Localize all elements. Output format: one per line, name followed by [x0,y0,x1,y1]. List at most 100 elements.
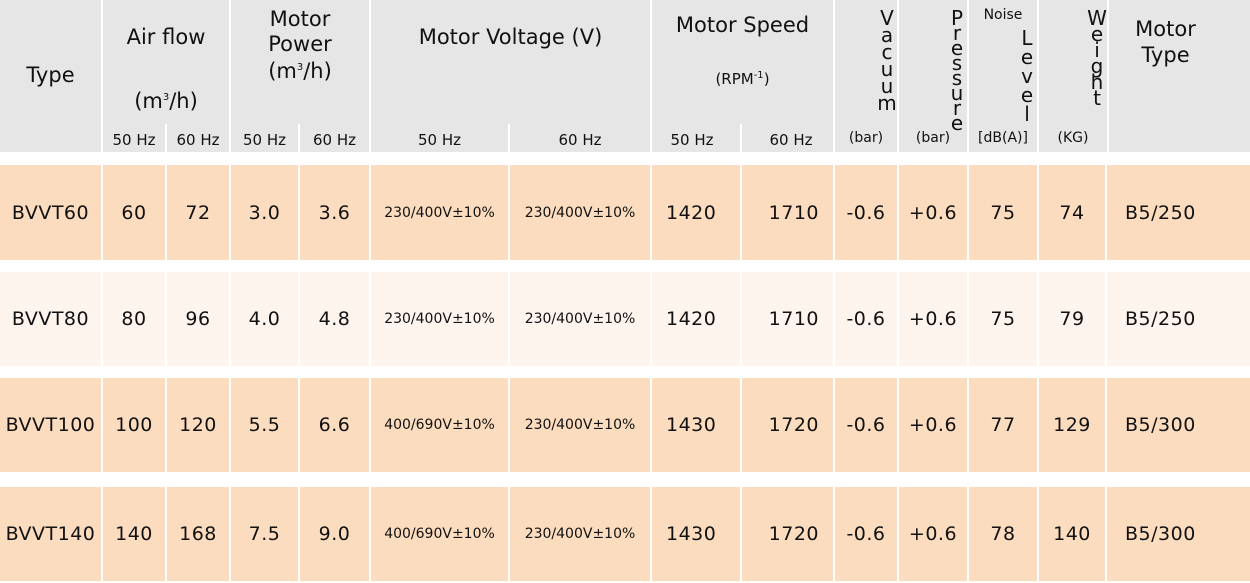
cell-vacuum: -0.6 [835,165,897,260]
table-row: BVVT80 80 96 4.0 4.8 230/400V±10% 230/400V±10%… [0,272,1250,366]
cell-pow60: 9.0 [300,487,369,581]
cell-pow60: 3.6 [300,165,369,260]
cell-pressure: +0.6 [899,165,967,260]
weight-unit: (KG) [1057,129,1089,146]
unit-post: /h) [169,89,198,113]
cell-spd50: 1430 [652,378,740,472]
cell-noise: 78 [969,487,1037,581]
sub-50hz: 50 Hz [417,130,461,149]
cell-volt60: 230/400V±10% [510,165,650,260]
cell-spd50: 1420 [652,272,740,366]
sub-50hz: 50 Hz [112,130,156,149]
cell-weight: 129 [1039,378,1105,472]
unit-sup: 3 [296,62,304,73]
cell-noise: 75 [969,272,1037,366]
air-flow-unit: (m3/h) [103,89,229,113]
cell-type: BVVT140 [0,487,101,581]
cell-volt50: 230/400V±10% [371,165,508,260]
sub-50hz: 50 Hz [242,130,286,149]
cell-weight: 79 [1039,272,1105,366]
pressure-unit: (bar) [915,129,951,146]
cell-vacuum: -0.6 [835,272,897,366]
header-motor-speed: Motor Speed (RPM-1) 50 Hz 60 Hz [652,0,833,152]
cell-air60: 120 [167,378,229,472]
unit-pre: (m [268,59,297,83]
header-weight: Weight (KG) [1039,0,1109,152]
header-motor-power: Motor Power (m3/h) 50 Hz 60 Hz [231,0,369,152]
cell-air50: 60 [103,165,165,260]
cell-spd60: 1710 [742,272,833,366]
cell-air50: 100 [103,378,165,472]
sub-60hz: 60 Hz [558,130,602,149]
header-noise-level: Noise Level [dB(A)] [969,0,1039,152]
motor-power-line1: Motor [269,7,331,31]
motor-voltage-label: Motor Voltage (V) [418,25,603,49]
cell-type: BVVT100 [0,378,101,472]
header-motor-voltage: Motor Voltage (V) 50 Hz 60 Hz [371,0,650,152]
cell-pressure: +0.6 [899,378,967,472]
cell-volt60: 230/400V±10% [510,378,650,472]
cell-air60: 168 [167,487,229,581]
sub-60hz: 60 Hz [312,130,356,149]
header-vacuum: Vacuum (bar) [835,0,899,152]
sub-60hz: 60 Hz [176,130,220,149]
divider [740,124,742,152]
unit-sup: -1 [753,70,764,81]
motor-power-unit: (m3/h) [231,59,369,83]
noise-label: Noise [983,7,1023,23]
noise-unit: [dB(A)] [978,129,1028,146]
cell-motor: B5/300 [1107,378,1250,472]
cell-vacuum: -0.6 [835,487,897,581]
cell-air50: 80 [103,272,165,366]
motor-speed-unit: (RPM-1) [652,70,833,88]
table-row: BVVT140 140 168 7.5 9.0 400/690V±10% 230/400V±… [0,487,1250,581]
cell-noise: 75 [969,165,1037,260]
cell-type: BVVT80 [0,272,101,366]
motor-type-line1: Motor [1135,17,1196,41]
header-pressure: Pressure (bar) [899,0,969,152]
unit-post: ) [763,70,770,88]
sub-60hz: 60 Hz [769,130,813,149]
cell-spd60: 1710 [742,165,833,260]
sub-50hz: 50 Hz [670,130,714,149]
cell-volt60: 230/400V±10% [510,272,650,366]
cell-motor: B5/300 [1107,487,1250,581]
pressure-label: Pressure [945,6,969,126]
motor-power-line2: Power [268,32,332,56]
header-type-label: Type [26,63,75,87]
header-air-flow: Air flow (m3/h) 50 Hz 60 Hz [103,0,229,152]
cell-volt50: 400/690V±10% [371,487,508,581]
cell-volt50: 400/690V±10% [371,378,508,472]
table-row: BVVT60 60 72 3.0 3.6 230/400V±10% 230/400V±10%… [0,165,1250,260]
weight-label: Weight [1085,6,1109,102]
cell-motor: B5/250 [1107,165,1250,260]
cell-pow50: 4.0 [231,272,298,366]
cell-spd50: 1420 [652,165,740,260]
motor-type-line2: Type [1141,43,1190,67]
cell-type: BVVT60 [0,165,101,260]
unit-pre: (m [134,89,163,113]
cell-vacuum: -0.6 [835,378,897,472]
cell-air60: 96 [167,272,229,366]
unit-post: /h) [303,59,332,83]
cell-pow50: 3.0 [231,165,298,260]
vacuum-unit: (bar) [848,129,884,146]
cell-pow60: 6.6 [300,378,369,472]
cell-pow50: 5.5 [231,378,298,472]
cell-pow60: 4.8 [300,272,369,366]
cell-motor: B5/250 [1107,272,1250,366]
cell-air50: 140 [103,487,165,581]
level-label: Level [1015,26,1039,121]
cell-spd60: 1720 [742,378,833,472]
cell-air60: 72 [167,165,229,260]
cell-weight: 74 [1039,165,1105,260]
header-type: Type [0,0,101,152]
cell-pressure: +0.6 [899,487,967,581]
air-flow-label: Air flow [126,25,206,49]
table-row: BVVT100 100 120 5.5 6.6 400/690V±10% 230/400V±… [0,378,1250,472]
motor-speed-label: Motor Speed [675,13,810,37]
cell-noise: 77 [969,378,1037,472]
vacuum-label: Vacuum [875,6,899,108]
table-header: Type Air flow (m3/h) 50 Hz 60 Hz Motor P… [0,0,1250,152]
